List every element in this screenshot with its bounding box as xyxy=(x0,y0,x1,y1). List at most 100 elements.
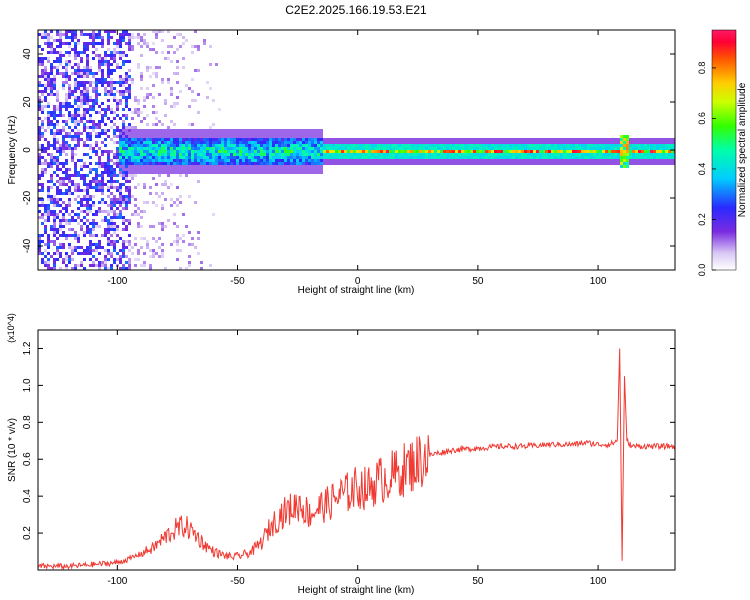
spectrogram-cell xyxy=(386,138,389,141)
spectrogram-cell xyxy=(440,141,443,144)
spectrogram-cell xyxy=(131,33,134,36)
spectrogram-cell xyxy=(50,36,53,39)
spectrogram-cell xyxy=(122,108,125,111)
spectrogram-cell xyxy=(74,189,77,192)
spectrogram-cell xyxy=(347,141,350,144)
spectrogram-cell xyxy=(491,141,494,144)
spectrogram-cell xyxy=(68,222,71,225)
spectrogram-cell xyxy=(404,159,407,162)
spectrogram-cell xyxy=(368,159,371,162)
spectrogram-cell xyxy=(194,45,197,48)
spectrogram-cell xyxy=(626,141,629,144)
spectrogram-cell xyxy=(209,132,212,135)
spectrogram-cell xyxy=(542,138,545,141)
x-tick-label: -100 xyxy=(107,576,127,587)
spectrogram-cell xyxy=(167,219,170,222)
spectrogram-cell xyxy=(185,84,188,87)
spectrogram-cell xyxy=(215,153,218,156)
spectrogram-cell xyxy=(626,156,629,159)
spectrogram-cell xyxy=(293,168,296,171)
spectrogram-cell xyxy=(122,249,125,252)
spectrogram-cell xyxy=(110,219,113,222)
spectrogram-cell xyxy=(50,198,53,201)
spectrogram-cell xyxy=(218,153,221,156)
spectrogram-cell xyxy=(65,189,68,192)
spectrogram-cell xyxy=(344,156,347,159)
spectrogram-cell xyxy=(119,84,122,87)
spectrogram-cell xyxy=(104,162,107,165)
spectrogram-cell xyxy=(290,129,293,132)
spectrogram-cell xyxy=(116,258,119,261)
spectrogram-cell xyxy=(200,150,203,153)
spectrogram-cell xyxy=(650,147,653,150)
spectrogram-cell xyxy=(596,150,599,153)
spectrogram-cell xyxy=(668,156,671,159)
spectrogram-cell xyxy=(281,135,284,138)
spectrogram-cell xyxy=(554,153,557,156)
spectrogram-cell xyxy=(77,216,80,219)
spectrogram-cell xyxy=(155,192,158,195)
spectrogram-cell xyxy=(65,174,68,177)
spectrogram-cell xyxy=(143,261,146,264)
spectrogram-cell xyxy=(59,42,62,45)
spectrogram-cell xyxy=(224,159,227,162)
spectrogram-cell xyxy=(212,123,215,126)
spectrogram-cell xyxy=(71,39,74,42)
spectrogram-cell xyxy=(101,63,104,66)
spectrogram-cell xyxy=(182,138,185,141)
spectrogram-cell xyxy=(467,147,470,150)
spectrogram-cell xyxy=(110,168,113,171)
spectrogram-cell xyxy=(80,69,83,72)
spectrogram-cell xyxy=(605,153,608,156)
spectrogram-cell xyxy=(374,144,377,147)
colorbar-gradient xyxy=(711,29,737,271)
spectrogram-cell xyxy=(131,144,134,147)
spectrogram-cell xyxy=(641,159,644,162)
spectrogram-cell xyxy=(152,156,155,159)
spectrogram-cell xyxy=(299,147,302,150)
spectrogram-cell xyxy=(296,162,299,165)
spectrogram-cell xyxy=(401,150,404,153)
spectrogram-cell xyxy=(482,156,485,159)
spectrogram-cell xyxy=(179,153,182,156)
spectrogram-cell xyxy=(86,225,89,228)
spectrogram-cell xyxy=(107,267,110,270)
spectrogram-cell xyxy=(77,69,80,72)
spectrogram-cell xyxy=(62,207,65,210)
spectrogram-cell xyxy=(143,252,146,255)
spectrogram-cell xyxy=(254,159,257,162)
spectrogram-cell xyxy=(314,135,317,138)
spectrogram-cell xyxy=(260,153,263,156)
spectrogram-cell xyxy=(59,57,62,60)
spectrogram-cell xyxy=(170,243,173,246)
spectrogram-cell xyxy=(485,141,488,144)
spectrogram-cell xyxy=(140,162,143,165)
spectrogram-cell xyxy=(449,147,452,150)
spectrogram-cell xyxy=(434,141,437,144)
spectrogram-cell xyxy=(47,144,50,147)
spectrogram-cell xyxy=(110,255,113,258)
spectrogram-cell xyxy=(446,147,449,150)
spectrogram-cell xyxy=(410,147,413,150)
spectrogram-cell xyxy=(161,123,164,126)
spectrogram-cell xyxy=(152,129,155,132)
spectrogram-cell xyxy=(239,153,242,156)
spectrogram-cell xyxy=(86,63,89,66)
spectrogram-cell xyxy=(56,99,59,102)
spectrogram-cell xyxy=(167,147,170,150)
spectrogram-cell xyxy=(317,132,320,135)
spectrogram-cell xyxy=(59,168,62,171)
spectrogram-cell xyxy=(131,252,134,255)
spectrogram-cell xyxy=(608,144,611,147)
spectrogram-cell xyxy=(200,261,203,264)
spectrogram-cell xyxy=(371,162,374,165)
spectrogram-cell xyxy=(107,252,110,255)
spectrogram-cell xyxy=(50,63,53,66)
spectrogram-cell xyxy=(230,135,233,138)
spectrogram-cell xyxy=(326,150,329,153)
spectrogram-cell xyxy=(239,144,242,147)
spectrogram-cell xyxy=(74,33,77,36)
spectrogram-cell xyxy=(605,138,608,141)
spectrogram-cell xyxy=(68,243,71,246)
spectrogram-cell xyxy=(53,171,56,174)
